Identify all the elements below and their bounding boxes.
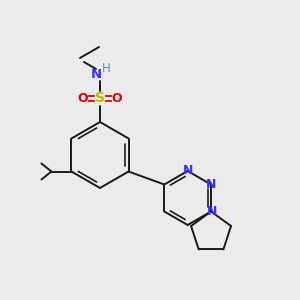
Text: N: N <box>182 164 193 178</box>
Text: O: O <box>78 92 88 104</box>
Text: H: H <box>102 62 110 76</box>
Text: S: S <box>95 91 105 105</box>
Text: N: N <box>90 68 102 80</box>
Text: N: N <box>206 178 216 191</box>
Text: N: N <box>207 205 217 218</box>
Text: O: O <box>112 92 122 104</box>
